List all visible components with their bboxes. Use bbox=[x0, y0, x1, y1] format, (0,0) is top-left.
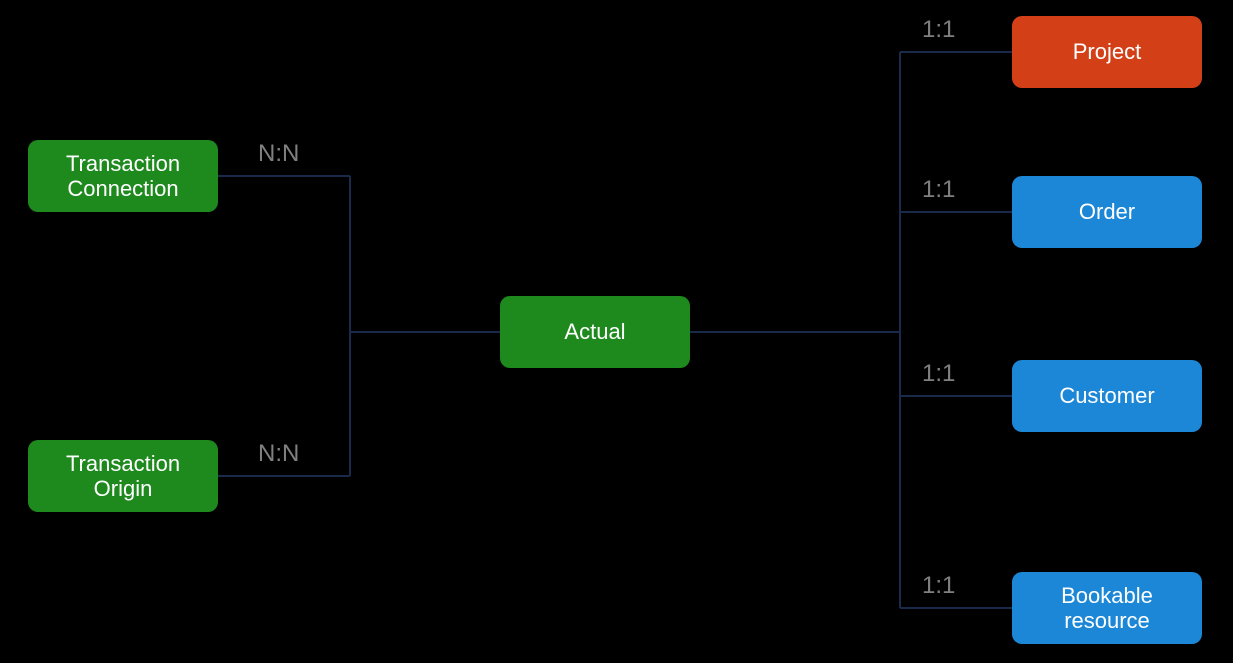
edge-label-customer: 1:1 bbox=[922, 360, 955, 388]
node-actual: Actual bbox=[500, 296, 690, 368]
edge-label-bookable: 1:1 bbox=[922, 572, 955, 600]
edge-label-project: 1:1 bbox=[922, 16, 955, 44]
edge-label-to-actual: N:N bbox=[258, 440, 299, 468]
node-customer: Customer bbox=[1012, 360, 1202, 432]
node-project: Project bbox=[1012, 16, 1202, 88]
node-transaction-origin: Transaction Origin bbox=[28, 440, 218, 512]
node-order: Order bbox=[1012, 176, 1202, 248]
node-transaction-connection: Transaction Connection bbox=[28, 140, 218, 212]
edge-label-order: 1:1 bbox=[922, 176, 955, 204]
edge-label-tc-actual: N:N bbox=[258, 140, 299, 168]
node-bookable-resource: Bookable resource bbox=[1012, 572, 1202, 644]
